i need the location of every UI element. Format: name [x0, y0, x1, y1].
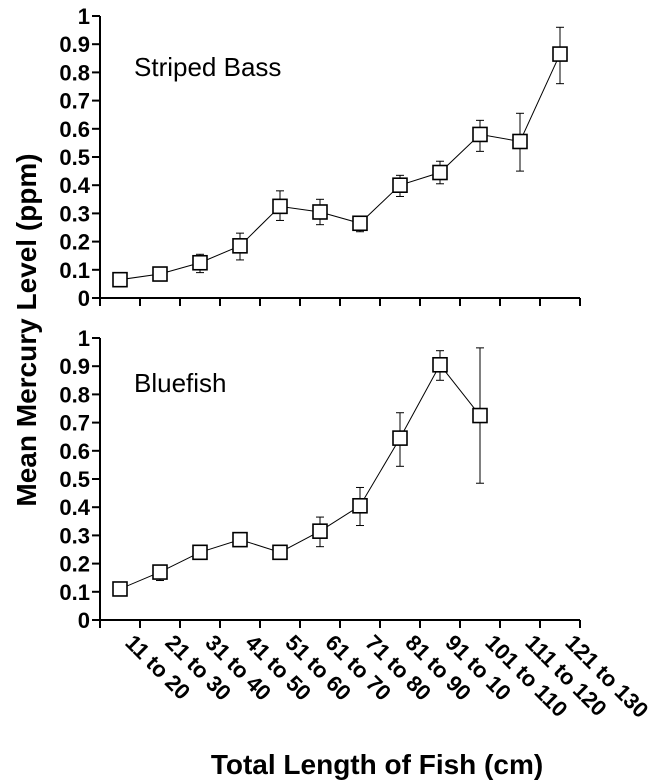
y-tick-label: 0.9: [59, 32, 90, 57]
y-tick-label: 0.8: [59, 382, 90, 407]
data-point-marker: [272, 544, 288, 561]
y-tick-label: 0.1: [59, 580, 90, 605]
series-line: [119, 363, 481, 590]
data-point-marker: [432, 356, 448, 373]
y-tick-label: 0: [78, 286, 90, 311]
y-axis-title: Mean Mercury Level (ppm): [11, 153, 42, 506]
y-tick-label: 0.7: [59, 89, 90, 114]
data-point-marker: [392, 430, 408, 446]
data-point-marker: [432, 164, 448, 181]
y-tick-label: 0.7: [59, 411, 90, 436]
y-tick-label: 0.9: [59, 354, 90, 379]
y-tick-label: 1: [78, 326, 90, 351]
data-point-marker: [392, 177, 408, 193]
y-tick-label: 0.6: [59, 439, 90, 464]
data-point-marker: [472, 126, 488, 143]
data-point-marker: [112, 581, 128, 597]
panel-2: 0 0.1 0.2 0.3 0.4 0.5 0.6 0.7 0.8 0.9 1 Bluefish: [59, 326, 581, 633]
y-tick-label: 0.6: [59, 117, 90, 142]
data-point-marker: [552, 46, 568, 62]
y-tick-label: 0.1: [59, 258, 90, 283]
y-tick-label: 0.5: [59, 145, 90, 170]
data-point-marker: [312, 204, 328, 220]
data-point-marker: [112, 271, 128, 288]
data-point-marker: [512, 133, 528, 150]
data-point-marker: [192, 544, 208, 561]
data-point-marker: [352, 215, 368, 232]
panel-1: 0 0.1 0.2 0.3 0.4 0.5 0.6 0.7 0.8 0.9 1 Striped Bas…: [59, 4, 581, 311]
y-tick-label: 0.8: [59, 60, 90, 85]
data-point-marker: [152, 564, 168, 580]
data-point-marker: [272, 198, 288, 215]
y-tick-label: 0.4: [59, 173, 90, 198]
data-point-marker: [352, 497, 368, 514]
x-axis-title: Total Length of Fish (cm): [211, 749, 543, 780]
y-tick-label: 0: [78, 608, 90, 633]
y-tick-label: 0.4: [59, 495, 90, 520]
y-tick-label: 0.3: [59, 523, 90, 548]
y-tick-label: 0.2: [59, 230, 90, 255]
y-tick-label: 0.2: [59, 552, 90, 577]
chart-panels: 0 0.1 0.2 0.3 0.4 0.5 0.6 0.7 0.8 0.9 1 Striped Bas…: [59, 4, 653, 723]
series-line: [119, 53, 561, 281]
data-point-marker: [192, 254, 208, 271]
panel-title: Striped Bass: [134, 52, 281, 82]
y-tick-label: 1: [78, 4, 90, 29]
y-tick-label: 0.3: [59, 201, 90, 226]
data-point-marker: [472, 407, 488, 424]
data-point-marker: [312, 523, 328, 539]
data-point-marker: [232, 531, 248, 548]
y-tick-label: 0.5: [59, 467, 90, 492]
data-point-marker: [152, 266, 168, 282]
data-point-marker: [232, 238, 248, 254]
panel-title: Bluefish: [134, 368, 227, 398]
